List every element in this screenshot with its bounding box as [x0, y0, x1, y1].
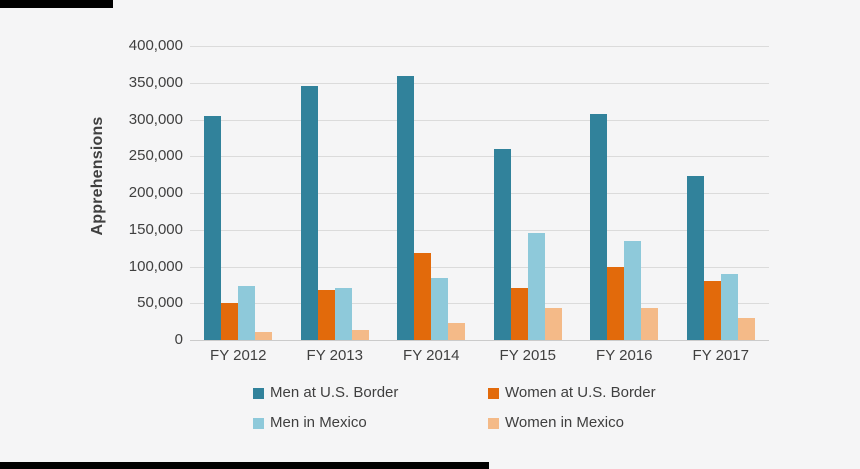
bar: [493, 148, 511, 340]
bar: [641, 307, 659, 340]
gridline: [190, 229, 769, 231]
bar: [624, 240, 642, 340]
bar: [351, 330, 369, 340]
bar: [204, 115, 222, 340]
bar: [544, 307, 562, 340]
legend: Men at U.S. Border Women at U.S. Border Me…: [253, 384, 656, 432]
y-tick-label: 250,000: [128, 147, 183, 165]
bar: [431, 277, 449, 340]
y-tick-label: 300,000: [128, 110, 183, 128]
x-axis-category-labels: FY 2012 FY 2013 FY 2014 FY 2015 FY 2016 FY 20…: [190, 347, 769, 365]
x-axis-line: [190, 340, 769, 341]
bar: [238, 286, 256, 340]
gridline: [190, 193, 769, 194]
bar: [737, 317, 755, 340]
bar: [527, 232, 545, 340]
bar: [255, 331, 273, 340]
gridline: [190, 303, 769, 305]
bottom-edge-black-bar: [0, 462, 489, 469]
bar-group-fy-2014: [383, 46, 480, 340]
bar-group-fy-2012: [190, 46, 287, 340]
bar: [703, 281, 721, 340]
y-tick-label: 200,000: [128, 184, 183, 201]
bar-group-fy-2017: [673, 46, 770, 340]
x-category-label: FY 2017: [692, 347, 749, 364]
x-category-label: FY 2014: [403, 347, 460, 364]
x-category-label: FY 2016: [596, 347, 653, 364]
legend-label: Men in Mexico: [270, 414, 367, 431]
bar: [686, 176, 704, 340]
top-edge-black-bar: [0, 0, 113, 8]
x-category-label: FY 2012: [210, 347, 267, 364]
y-tick-label: 350,000: [128, 73, 183, 91]
bar: [607, 266, 625, 340]
legend-item-women-in-mexico: Women in Mexico: [488, 414, 656, 432]
gridline: [190, 266, 769, 268]
bar: [221, 303, 239, 340]
x-category-label: FY 2015: [499, 347, 556, 364]
bar: [448, 323, 466, 340]
bar-group-fy-2013: [287, 46, 384, 340]
plot-area: [190, 46, 770, 341]
legend-item-men-at-u-s-border: Men at U.S. Border: [253, 384, 488, 402]
legend-label: Men at U.S. Border: [270, 384, 399, 401]
y-tick-label: 100,000: [128, 257, 183, 275]
bar-group-fy-2016: [576, 46, 673, 340]
gridline: [190, 119, 769, 121]
bar: [510, 287, 528, 340]
legend-swatch-icon: [488, 387, 499, 399]
legend-item-men-in-mexico: Men in Mexico: [253, 414, 488, 432]
legend-item-women-at-u-s-border: Women at U.S. Border: [488, 384, 656, 402]
bar: [300, 86, 318, 340]
legend-swatch-icon: [488, 417, 499, 429]
y-tick-label: 150,000: [128, 220, 183, 238]
bar: [397, 76, 415, 340]
bar: [414, 252, 432, 340]
legend-label: Women at U.S. Border: [505, 384, 656, 401]
bar: [590, 114, 608, 340]
legend-label: Women in Mexico: [505, 414, 624, 431]
x-category-label: FY 2013: [306, 347, 363, 364]
bar: [317, 290, 335, 340]
legend-swatch-icon: [253, 387, 264, 399]
y-tick-label: 400,000: [128, 37, 183, 54]
y-tick-label: 50,000: [137, 294, 183, 312]
bar-group-fy-2015: [480, 46, 577, 340]
legend-swatch-icon: [253, 417, 264, 429]
gridline: [190, 82, 769, 84]
y-tick-label: 0: [174, 331, 183, 348]
gridline: [190, 46, 769, 47]
y-axis-tick-labels: 400,000 350,000 300,000 250,000 200,000 150,0…: [100, 37, 183, 348]
gridline: [190, 156, 769, 158]
bar: [720, 273, 738, 340]
bar: [334, 287, 352, 340]
